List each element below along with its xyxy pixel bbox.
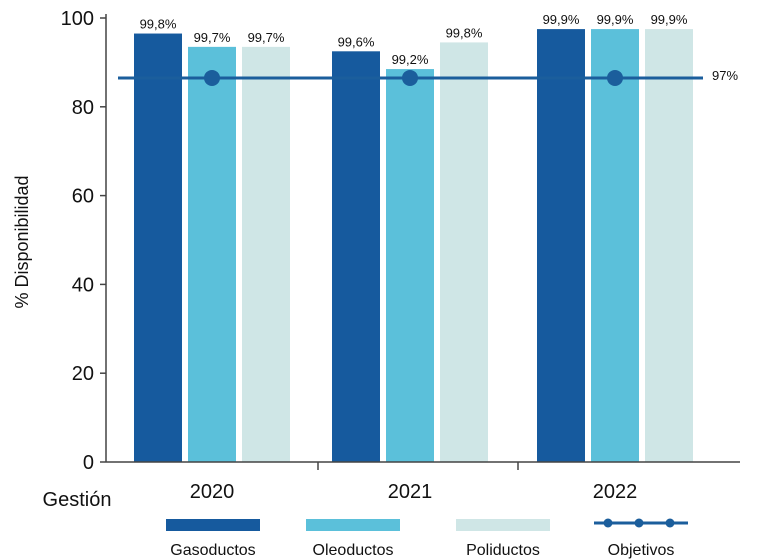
- data-label: 99,7%: [194, 30, 231, 45]
- data-label: 99,9%: [597, 12, 634, 27]
- legend-marker: [634, 518, 644, 528]
- bar-gasoductos-2022: [537, 29, 585, 462]
- y-axis-title: % Disponibilidad: [12, 175, 32, 308]
- legend: Gasoductos Oleoductos Poliductos Objetivos: [166, 518, 688, 559]
- legend-swatch-oleoductos: [306, 519, 400, 531]
- x-axis-title: Gestión: [43, 489, 112, 511]
- legend-marker: [603, 518, 613, 528]
- target-marker-2021: [402, 69, 418, 86]
- y-tick-label: 100: [61, 8, 94, 30]
- y-tick-label: 20: [72, 363, 94, 385]
- legend-label-oleoductos: Oleoductos: [313, 542, 394, 559]
- y-tick-label: 0: [83, 452, 94, 474]
- legend-label-poliductos: Poliductos: [466, 542, 540, 559]
- target-label: 97%: [712, 68, 738, 83]
- bar-gasoductos-2020: [134, 33, 182, 462]
- legend-label-objetivos: Objetivos: [608, 542, 675, 559]
- data-label: 99,2%: [392, 52, 429, 67]
- bar-poliductos-2020: [242, 46, 290, 463]
- x-tick-label-2020: 2020: [190, 481, 235, 503]
- y-axis: 0 20 40 60 80 100: [61, 8, 107, 474]
- target-line: 97%: [118, 68, 738, 86]
- bar-oleoductos-2021: [386, 69, 434, 462]
- legend-marker: [665, 518, 675, 528]
- target-marker-2020: [204, 69, 220, 86]
- target-marker-2022: [607, 69, 623, 86]
- bars: 99,8% 99,7% 99,7% 99,6% 99,2% 99,8% 99,9% 99,9%…: [134, 12, 693, 463]
- data-label: 99,7%: [248, 30, 285, 45]
- y-tick-label: 80: [72, 97, 94, 119]
- legend-swatch-gasoductos: [166, 519, 260, 531]
- y-tick-label: 40: [72, 274, 94, 296]
- y-tick-label: 60: [72, 186, 94, 208]
- legend-swatch-poliductos: [456, 519, 550, 531]
- legend-label-gasoductos: Gasoductos: [170, 542, 255, 559]
- data-label: 99,8%: [140, 17, 177, 32]
- x-tick-label-2021: 2021: [388, 481, 433, 503]
- bar-oleoductos-2022: [591, 29, 639, 462]
- data-label: 99,9%: [651, 12, 688, 27]
- x-axis: 2020 2021 2022: [106, 461, 740, 503]
- data-label: 99,9%: [543, 12, 580, 27]
- bar-poliductos-2022: [645, 29, 693, 462]
- bar-gasoductos-2021: [332, 51, 380, 463]
- bar-poliductos-2021: [440, 42, 488, 463]
- bar-oleoductos-2020: [188, 46, 236, 463]
- data-label: 99,6%: [338, 34, 375, 49]
- data-label: 99,8%: [446, 25, 483, 40]
- x-tick-label-2022: 2022: [593, 481, 638, 503]
